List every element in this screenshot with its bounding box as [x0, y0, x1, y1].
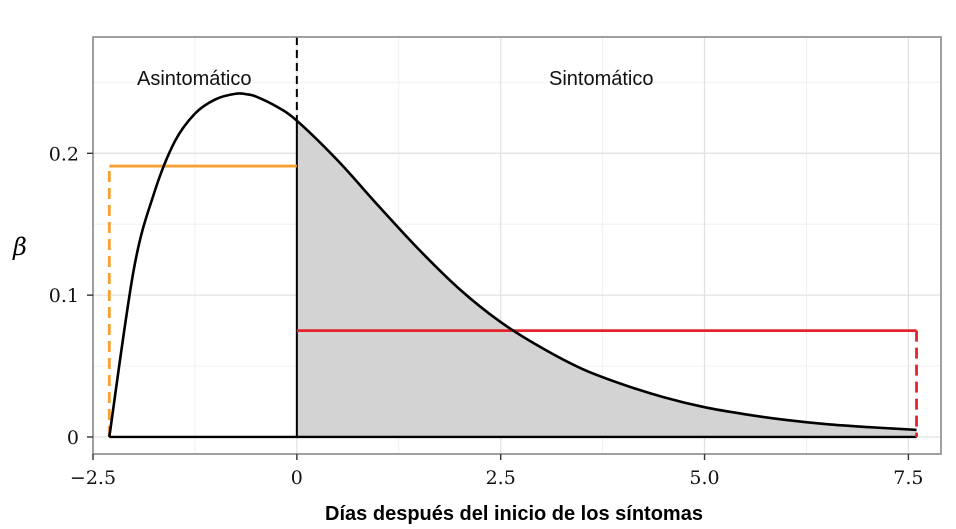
plot-panel-border	[92, 36, 942, 455]
x-tick-label: 2.5	[486, 467, 516, 489]
y-axis-title: β	[12, 233, 27, 261]
y-tick-label: 0	[67, 427, 79, 449]
axis-ticks	[87, 152, 910, 460]
tick-labels: −2.5 0 2.5 5.0 7.5 0 0.1 0.2	[49, 143, 924, 489]
region-label-asymptomatic: Asintomático	[137, 68, 252, 90]
shaded-area	[296, 120, 917, 437]
x-tick-label: 7.5	[893, 467, 923, 489]
x-axis-title: Días después del inicio de los síntomas	[325, 503, 703, 525]
density-curve	[108, 92, 917, 438]
y-tick-label: 0.1	[49, 285, 79, 307]
x-tick-label: −2.5	[70, 467, 116, 489]
x-tick-label: 5.0	[689, 467, 719, 489]
y-tick-label: 0.2	[49, 143, 79, 165]
series-lines	[107, 37, 918, 439]
shaded-area-group	[296, 120, 917, 437]
region-label-symptomatic: Sintomático	[549, 68, 654, 90]
x-tick-label: 0	[291, 467, 303, 489]
